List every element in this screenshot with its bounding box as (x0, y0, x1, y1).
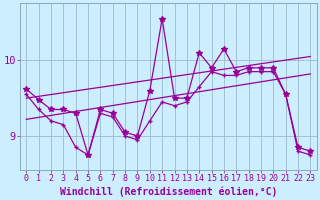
X-axis label: Windchill (Refroidissement éolien,°C): Windchill (Refroidissement éolien,°C) (60, 186, 277, 197)
